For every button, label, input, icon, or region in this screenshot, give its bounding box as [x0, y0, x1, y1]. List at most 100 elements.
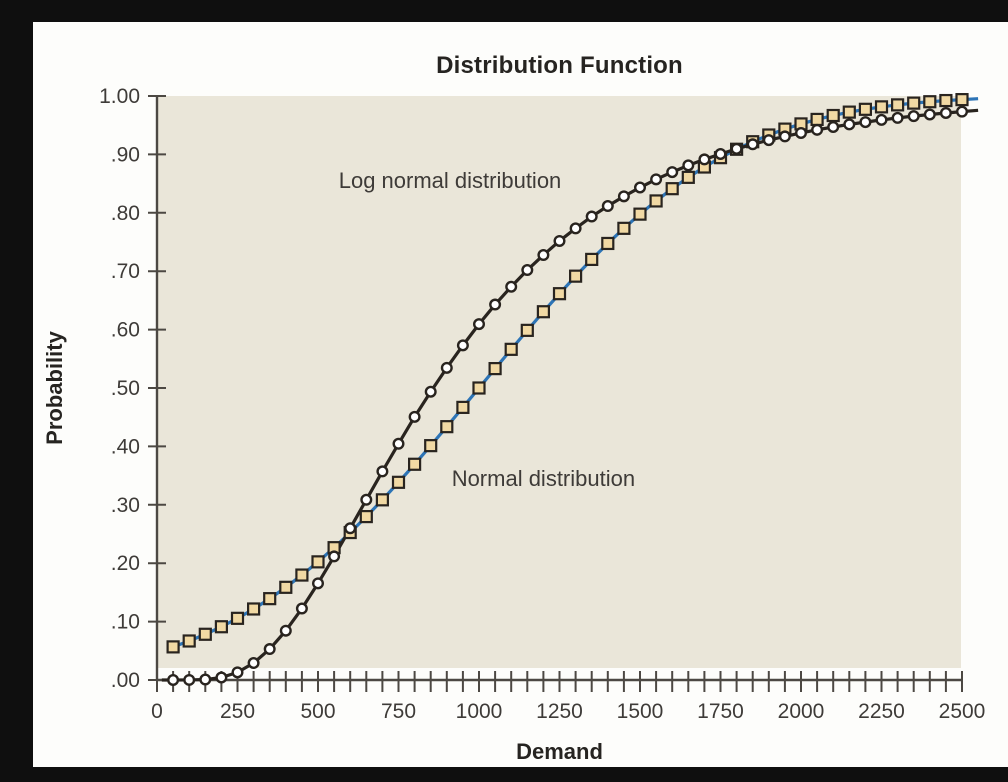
normal-marker [359, 509, 373, 524]
normal-marker [295, 568, 309, 582]
lognormal-marker [891, 111, 904, 124]
lognormal-marker [440, 361, 453, 374]
lognormal-marker [263, 643, 276, 656]
lognormal-marker [585, 210, 598, 223]
normal-marker [424, 439, 438, 453]
lognormal-marker [634, 181, 647, 194]
normal-marker [520, 323, 534, 337]
normal-marker [568, 269, 583, 283]
normal-marker [890, 98, 905, 112]
y-tick-label: 1.00 [99, 85, 140, 108]
lognormal-marker [923, 108, 936, 121]
lognormal-marker [762, 134, 775, 147]
lognormal-marker [795, 126, 808, 139]
plot-background [157, 96, 961, 668]
normal-marker [649, 194, 663, 208]
normal-marker [214, 620, 228, 634]
normal-marker [536, 305, 550, 319]
lognormal-marker [376, 465, 389, 478]
lognormal-marker [489, 298, 502, 311]
normal-marker [810, 112, 824, 127]
x-tick-label: 1750 [697, 700, 744, 723]
lognormal-marker [408, 410, 421, 423]
series-label-normal: Normal distribution [452, 466, 635, 491]
lognormal-marker [714, 147, 727, 160]
lognormal-marker [183, 673, 196, 686]
plot-area: 0 250 500 750 1000 1250 1500 1750 2000 2250 2500 1.… [99, 85, 986, 723]
lognormal-marker [875, 113, 888, 126]
lognormal-marker [456, 339, 469, 352]
normal-marker [375, 493, 389, 507]
normal-marker [665, 182, 679, 196]
lognormal-marker [730, 142, 743, 155]
y-tick-label: .70 [111, 260, 140, 283]
lognormal-marker [617, 190, 630, 203]
normal-marker [166, 640, 180, 654]
normal-marker [391, 475, 406, 489]
normal-marker [263, 592, 277, 606]
y-tick-label: .50 [111, 377, 140, 400]
y-tick-label: .20 [111, 552, 140, 575]
normal-marker [408, 457, 422, 471]
lognormal-marker [199, 673, 212, 686]
normal-marker [858, 102, 873, 116]
x-tick-label: 1500 [617, 700, 664, 723]
lognormal-marker [344, 522, 357, 535]
lognormal-marker [473, 318, 486, 331]
x-tick-label: 2500 [939, 700, 986, 723]
normal-marker [182, 634, 196, 648]
y-tick-label: .80 [111, 202, 140, 225]
normal-marker [907, 96, 921, 110]
normal-marker [552, 287, 567, 301]
normal-marker [230, 611, 245, 625]
normal-marker [842, 105, 856, 119]
lognormal-marker [505, 280, 518, 293]
normal-marker [585, 252, 599, 267]
lognormal-marker [424, 385, 437, 398]
lognormal-marker [553, 234, 566, 247]
lognormal-marker [360, 493, 373, 506]
y-tick-label: .30 [111, 494, 140, 517]
lognormal-marker [537, 249, 550, 262]
lognormal-marker [778, 130, 791, 143]
y-tick-label: .60 [111, 319, 140, 342]
y-tick-label: .00 [111, 669, 140, 692]
normal-marker [198, 627, 212, 641]
lognormal-marker [247, 657, 260, 670]
lognormal-marker [907, 110, 920, 123]
lognormal-marker [279, 624, 292, 637]
lognormal-marker [328, 550, 341, 563]
normal-marker [279, 580, 293, 594]
normal-marker [440, 420, 454, 434]
lognormal-marker [698, 153, 711, 166]
normal-marker [955, 93, 969, 107]
normal-marker [633, 207, 647, 221]
lognormal-marker [666, 166, 679, 179]
lognormal-marker [167, 674, 180, 687]
lognormal-marker [682, 159, 695, 172]
lognormal-marker [569, 222, 582, 235]
x-tick-label: 2250 [858, 700, 905, 723]
x-tick-label: 0 [151, 700, 163, 723]
normal-marker [826, 108, 840, 123]
lognormal-marker [859, 116, 872, 129]
lognormal-marker [312, 577, 325, 590]
lognormal-marker [215, 671, 228, 684]
lognormal-marker [231, 666, 244, 679]
y-tick-label: .10 [111, 611, 140, 634]
chart-card: Distribution Function Probability Demand… [33, 22, 1008, 767]
lognormal-marker [601, 200, 614, 213]
x-tick-label: 750 [381, 700, 416, 723]
x-tick-label: 500 [300, 700, 335, 723]
normal-marker [504, 342, 518, 356]
normal-marker [311, 555, 325, 569]
series-label-lognormal: Log normal distribution [339, 168, 562, 193]
lognormal-marker [956, 105, 969, 118]
lognormal-marker [843, 118, 856, 131]
normal-marker [472, 381, 486, 395]
lognormal-marker [521, 264, 534, 277]
normal-marker [617, 221, 631, 235]
normal-marker [456, 400, 470, 414]
normal-marker [488, 362, 502, 376]
